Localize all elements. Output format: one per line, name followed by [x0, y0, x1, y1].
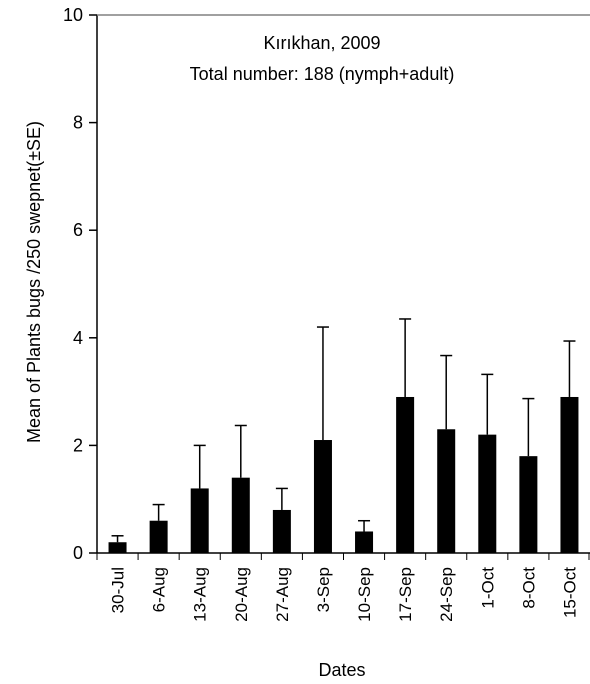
x-axis-label: Dates: [318, 660, 365, 680]
x-tick-label: 1-Oct: [478, 567, 497, 609]
y-axis-label: Mean of Plants bugs /250 swepnet(±SE): [24, 121, 44, 443]
bar: [478, 434, 497, 553]
bar: [149, 520, 168, 553]
x-tick-label: 10-Sep: [355, 567, 374, 622]
y-tick-label: 0: [73, 543, 83, 563]
y-tick-label: 10: [63, 5, 83, 25]
x-tick-label: 27-Aug: [273, 567, 292, 622]
x-tick-label: 24-Sep: [437, 567, 456, 622]
x-tick-label: 8-Oct: [519, 567, 538, 609]
x-tick-label: 13-Aug: [191, 567, 210, 622]
x-tick-label: 6-Aug: [150, 567, 169, 612]
y-tick-label: 2: [73, 435, 83, 455]
bar: [272, 509, 291, 553]
x-tick-label: 3-Sep: [314, 567, 333, 612]
chart-subtitle: Total number: 188 (nymph+adult): [190, 64, 455, 84]
bar: [396, 396, 415, 553]
chart-title: Kırıkhan, 2009: [263, 33, 380, 53]
bar: [519, 456, 538, 553]
bar: [231, 477, 250, 553]
bar: [190, 488, 209, 553]
y-tick-label: 4: [73, 328, 83, 348]
y-tick-label: 6: [73, 220, 83, 240]
bar: [437, 429, 456, 553]
y-tick-label: 8: [73, 113, 83, 133]
bar: [560, 396, 579, 553]
x-tick-label: 17-Sep: [396, 567, 415, 622]
bar: [108, 542, 127, 553]
bar: [355, 531, 374, 553]
x-tick-label: 30-Jul: [109, 567, 128, 613]
bar: [313, 440, 332, 553]
x-tick-label: 15-Oct: [560, 567, 579, 618]
x-tick-label: 20-Aug: [232, 567, 251, 622]
